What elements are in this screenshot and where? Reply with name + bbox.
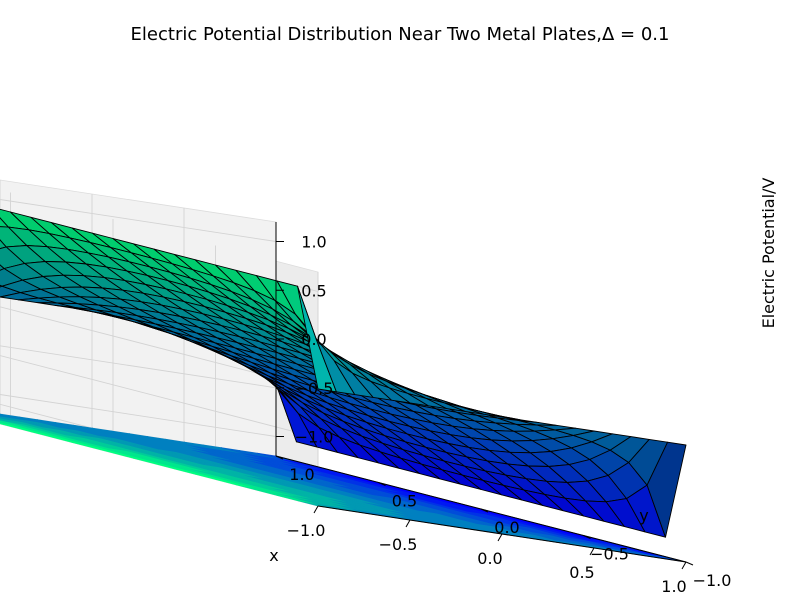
y-tick-mark	[583, 535, 591, 539]
x-tick-label: 1.0	[661, 577, 686, 596]
x-tick-mark	[681, 561, 687, 570]
y-tick-label: 0.5	[392, 492, 417, 511]
z-tick-label: 0.5	[301, 281, 326, 300]
axes	[275, 222, 694, 570]
y-tick-mark	[685, 561, 694, 566]
z-axis-label: Electric Potential/V	[759, 178, 778, 329]
z-tick-label: 1.0	[301, 233, 326, 252]
chart-title-text: Electric Potential Distribution Near Two…	[131, 24, 602, 45]
x-tick-label: 0.5	[569, 563, 594, 582]
surface-plot	[0, 208, 687, 538]
z-tick-label: −0.5	[295, 379, 334, 398]
y-tick-mark	[275, 455, 284, 460]
y-tick-label: −1.0	[693, 571, 732, 590]
y-tick-mark	[480, 508, 489, 513]
gridline-z	[0, 345, 319, 439]
chart-title: Electric Potential Distribution Near Two…	[131, 24, 670, 45]
axis-labels: −1.0 −0.5 0.0 0.5 1.0 −1.0 −0.5 0.0 0.5 1.0 −1.0 −0…	[269, 178, 778, 596]
chart-title-math: Δ = 0.1	[602, 24, 669, 45]
z-tick-label: −1.0	[295, 428, 334, 447]
x-tick-mark	[589, 547, 595, 556]
x-tick-label: −0.5	[379, 535, 418, 554]
x-tick-mark	[405, 519, 411, 528]
x-tick-label: 0.0	[477, 549, 502, 568]
z-tick-label: 0.0	[301, 330, 326, 349]
x-tick-mark	[497, 533, 503, 542]
x-tick-label: −1.0	[287, 521, 326, 540]
y-tick-label: 0.0	[494, 518, 519, 537]
surface-facet	[646, 441, 687, 538]
contour-projection	[0, 413, 687, 563]
y-tick-label: 1.0	[289, 465, 314, 484]
x-tick-mark	[313, 505, 319, 514]
y-tick-mark	[378, 482, 386, 486]
x-axis-label: x	[269, 546, 278, 565]
y-axis-label: y	[639, 506, 648, 525]
y-tick-label: −0.5	[590, 545, 629, 564]
